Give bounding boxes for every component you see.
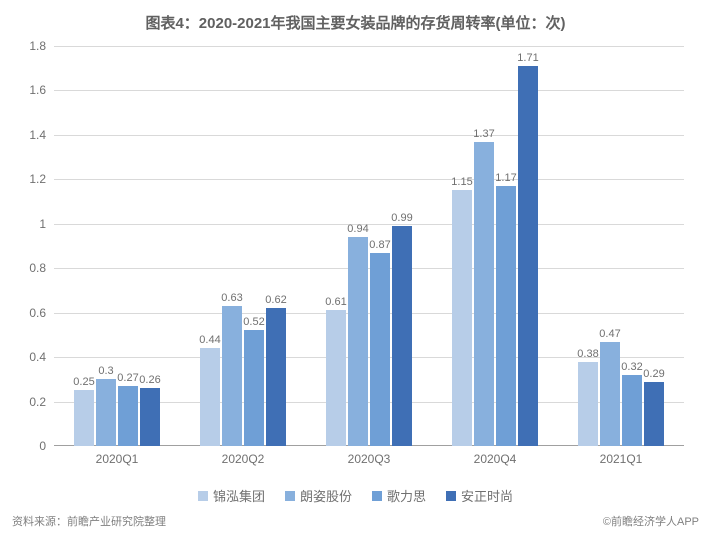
- bar-value-label: 0.3: [98, 365, 113, 377]
- bar-value-label: 1.15: [451, 176, 472, 188]
- watermark-text: ©前瞻经济学人APP: [603, 513, 699, 529]
- y-tick-label: 0.8: [29, 261, 46, 275]
- bar: [644, 382, 664, 446]
- bar-value-label: 0.99: [391, 212, 412, 224]
- x-tick-label: 2020Q4: [474, 452, 517, 466]
- y-tick-label: 0: [39, 439, 46, 453]
- legend-item: 朗姿股份: [285, 486, 352, 505]
- bar-value-label: 0.38: [577, 348, 598, 360]
- bar-value-label: 0.29: [643, 368, 664, 380]
- bar: [622, 375, 642, 446]
- grid-line: [54, 90, 684, 91]
- bar: [96, 379, 116, 446]
- legend-item: 锦泓集团: [198, 486, 265, 505]
- bar-value-label: 0.44: [199, 334, 220, 346]
- legend-swatch: [372, 491, 382, 501]
- x-tick-label: 2021Q1: [600, 452, 643, 466]
- grid-line: [54, 179, 684, 180]
- bar-value-label: 0.62: [265, 294, 286, 306]
- bar: [600, 342, 620, 446]
- source-text: 资料来源：前瞻产业研究院整理: [12, 513, 166, 529]
- legend-label: 朗姿股份: [300, 489, 352, 504]
- y-tick-label: 1: [39, 217, 46, 231]
- bar: [266, 308, 286, 446]
- bar-value-label: 0.94: [347, 223, 368, 235]
- legend-item: 安正时尚: [446, 486, 513, 505]
- bar: [222, 306, 242, 446]
- chart-container: 图表4：2020-2021年我国主要女装品牌的存货周转率(单位：次) 0 0.2 0…: [0, 0, 711, 537]
- grid-line: [54, 224, 684, 225]
- bar: [474, 142, 494, 446]
- legend-label: 锦泓集团: [213, 489, 265, 504]
- grid-line: [54, 46, 684, 47]
- bar-value-label: 1.37: [473, 128, 494, 140]
- bar-value-label: 1.71: [517, 52, 538, 64]
- legend-label: 歌力思: [387, 489, 426, 504]
- bar: [74, 390, 94, 446]
- y-tick-label: 1.8: [29, 39, 46, 53]
- bar-value-label: 0.32: [621, 361, 642, 373]
- x-tick-label: 2020Q3: [348, 452, 391, 466]
- bar: [578, 362, 598, 446]
- grid-line: [54, 135, 684, 136]
- bar-value-label: 1.17: [495, 172, 516, 184]
- legend-label: 安正时尚: [461, 489, 513, 504]
- bar-value-label: 0.47: [599, 328, 620, 340]
- legend-swatch: [285, 491, 295, 501]
- chart-title: 图表4：2020-2021年我国主要女装品牌的存货周转率(单位：次): [0, 0, 711, 41]
- legend-swatch: [198, 491, 208, 501]
- y-tick-label: 0.4: [29, 350, 46, 364]
- grid-line: [54, 313, 684, 314]
- bar: [140, 388, 160, 446]
- bar-value-label: 0.63: [221, 292, 242, 304]
- y-tick-label: 0.2: [29, 395, 46, 409]
- x-tick-label: 2020Q2: [222, 452, 265, 466]
- bar: [348, 237, 368, 446]
- y-tick-label: 1.4: [29, 128, 46, 142]
- y-tick-label: 0.6: [29, 306, 46, 320]
- legend-item: 歌力思: [372, 486, 426, 505]
- y-tick-label: 1.6: [29, 83, 46, 97]
- bar-value-label: 0.61: [325, 296, 346, 308]
- plot-area: 00.20.40.60.811.21.41.61.82020Q10.250.30…: [54, 46, 684, 446]
- bar: [452, 190, 472, 446]
- bar-value-label: 0.87: [369, 239, 390, 251]
- grid-line: [54, 268, 684, 269]
- x-tick-label: 2020Q1: [96, 452, 139, 466]
- bar: [118, 386, 138, 446]
- bar-value-label: 0.52: [243, 316, 264, 328]
- bar: [518, 66, 538, 446]
- bar: [326, 310, 346, 446]
- y-tick-label: 1.2: [29, 172, 46, 186]
- bar-value-label: 0.25: [73, 376, 94, 388]
- bar: [200, 348, 220, 446]
- bar: [370, 253, 390, 446]
- legend-swatch: [446, 491, 456, 501]
- bar: [244, 330, 264, 446]
- bar-value-label: 0.27: [117, 372, 138, 384]
- bar: [392, 226, 412, 446]
- legend: 锦泓集团 朗姿股份 歌力思 安正时尚: [0, 486, 711, 505]
- bar: [496, 186, 516, 446]
- bar-value-label: 0.26: [139, 374, 160, 386]
